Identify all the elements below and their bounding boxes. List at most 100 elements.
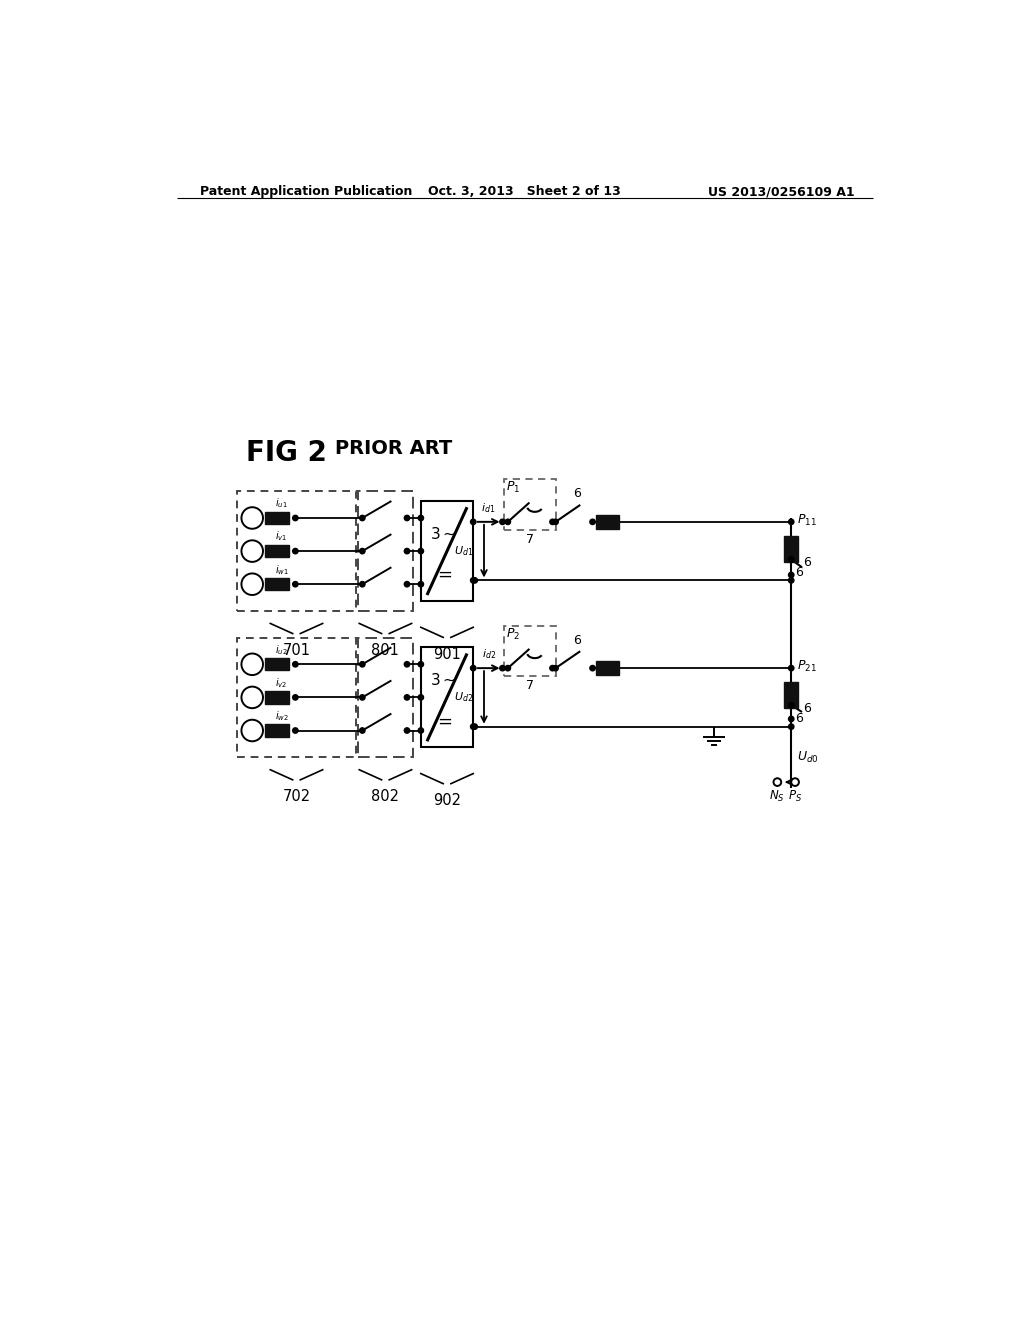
Bar [264,578,289,590]
Circle shape [242,540,263,562]
Text: $U_{d0}$: $U_{d0}$ [797,750,818,766]
Text: 6: 6 [573,634,581,647]
Bar [264,692,289,704]
Circle shape [404,661,410,667]
Circle shape [505,519,511,524]
Bar [784,682,798,708]
Circle shape [550,519,555,524]
Bar [264,659,289,671]
Circle shape [293,548,298,554]
Circle shape [418,727,424,733]
Bar [504,626,556,676]
Circle shape [590,519,595,524]
Circle shape [242,719,263,742]
Bar [264,545,289,557]
Bar [421,502,473,601]
Text: $P_2$: $P_2$ [506,627,520,642]
Text: $P_{11}$: $P_{11}$ [797,512,816,528]
Text: 6: 6 [795,566,803,579]
Bar [596,661,618,675]
Circle shape [550,665,555,671]
Circle shape [293,727,298,733]
Circle shape [242,573,263,595]
Bar [357,638,413,758]
Text: 7: 7 [526,678,535,692]
Circle shape [359,727,365,733]
Bar [784,536,798,562]
Circle shape [359,548,365,554]
Circle shape [470,578,476,583]
Circle shape [788,665,794,671]
Text: $3\sim$: $3\sim$ [430,672,456,689]
Circle shape [359,515,365,520]
Text: 6: 6 [573,487,581,500]
Text: 802: 802 [372,789,399,804]
Bar [264,512,289,524]
Circle shape [788,519,794,524]
Circle shape [788,573,794,578]
Circle shape [293,661,298,667]
Circle shape [470,665,476,671]
Bar [504,479,556,529]
Bar [421,647,473,747]
Text: $=$: $=$ [433,565,453,583]
Text: 6: 6 [804,702,811,715]
Text: 801: 801 [372,643,399,659]
Circle shape [293,694,298,700]
Circle shape [788,702,794,708]
Text: 702: 702 [283,789,310,804]
Text: $=$: $=$ [433,711,453,730]
Text: 7: 7 [526,533,535,545]
Text: $i_{w2}$: $i_{w2}$ [274,709,289,723]
Text: $U_{d2}$: $U_{d2}$ [454,690,473,705]
Text: $P_S$: $P_S$ [788,789,802,804]
Text: $i_{u2}$: $i_{u2}$ [275,643,288,656]
Text: $N_S$: $N_S$ [769,789,785,804]
Circle shape [788,717,794,722]
Circle shape [242,686,263,708]
Circle shape [788,557,794,562]
Circle shape [404,727,410,733]
Circle shape [404,582,410,587]
Text: US 2013/0256109 A1: US 2013/0256109 A1 [708,185,854,198]
Circle shape [470,723,476,730]
Circle shape [500,665,505,671]
Circle shape [293,515,298,520]
Text: $P_1$: $P_1$ [506,480,520,495]
Text: $3\sim$: $3\sim$ [430,527,456,543]
Text: $i_{v2}$: $i_{v2}$ [275,676,288,689]
Circle shape [773,779,781,785]
Circle shape [359,582,365,587]
Bar [264,725,289,737]
Text: $P_{21}$: $P_{21}$ [797,659,816,675]
Circle shape [293,582,298,587]
Text: $i_{v1}$: $i_{v1}$ [275,529,288,544]
Text: $i_{w1}$: $i_{w1}$ [274,562,289,577]
Text: $i_{d1}$: $i_{d1}$ [481,502,496,515]
Text: $U_{d1}$: $U_{d1}$ [454,544,473,558]
Circle shape [418,694,424,700]
Text: $i_{d2}$: $i_{d2}$ [481,647,496,661]
Circle shape [472,578,477,583]
Circle shape [404,548,410,554]
Circle shape [553,519,558,524]
Text: Patent Application Publication: Patent Application Publication [200,185,413,198]
Text: Oct. 3, 2013   Sheet 2 of 13: Oct. 3, 2013 Sheet 2 of 13 [428,185,622,198]
Bar [237,491,356,611]
Circle shape [418,582,424,587]
Circle shape [472,723,477,730]
Circle shape [418,548,424,554]
Circle shape [418,515,424,520]
Text: $i_{u1}$: $i_{u1}$ [275,496,288,511]
Circle shape [418,661,424,667]
Circle shape [470,519,476,524]
Circle shape [404,694,410,700]
Circle shape [242,653,263,675]
Circle shape [359,694,365,700]
Text: 902: 902 [433,793,461,808]
Circle shape [500,519,505,524]
Bar [357,491,413,611]
Text: 6: 6 [804,556,811,569]
Text: 901: 901 [433,647,461,661]
Circle shape [505,665,511,671]
